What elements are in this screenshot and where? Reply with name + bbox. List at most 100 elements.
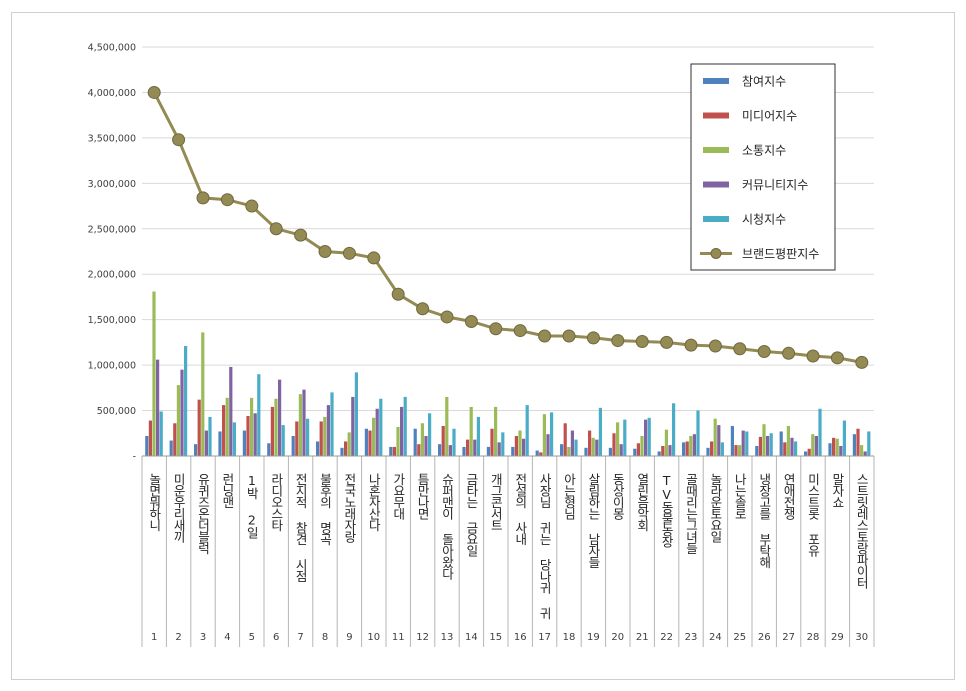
- bar-시청지수: [184, 346, 188, 456]
- x-category-label: 놀면뭐하니: [147, 473, 162, 531]
- bar-시청지수: [281, 425, 285, 456]
- x-category-label: 전지적 참견 시점: [293, 473, 308, 582]
- bar-참여지수: [364, 428, 368, 456]
- y-tick-label: -: [133, 452, 136, 463]
- x-category-label: 말자쇼: [830, 473, 845, 508]
- x-category-label: 라디오스타: [269, 473, 284, 531]
- x-rank-label: 17: [538, 632, 551, 643]
- bar-소통지수: [616, 422, 620, 456]
- bar-시청지수: [696, 410, 700, 456]
- x-category-label: 틈만나면: [415, 473, 430, 520]
- bar-시청지수: [550, 412, 554, 456]
- x-rank-label: 14: [465, 632, 478, 643]
- bar-시청지수: [769, 433, 773, 456]
- bar-미디어지수: [173, 423, 177, 456]
- bar-커뮤니티지수: [717, 425, 721, 456]
- bar-참여지수: [340, 447, 344, 456]
- bar-미디어지수: [270, 406, 274, 456]
- bar-소통지수: [469, 406, 473, 456]
- bar-소통지수: [591, 437, 595, 456]
- x-category-label: 미운우리새끼: [171, 473, 186, 543]
- line-point: [684, 338, 698, 352]
- x-category-label: 살림하는 남자들: [586, 473, 601, 568]
- line-point: [367, 251, 381, 265]
- x-rank-label: 26: [758, 632, 771, 643]
- bar-시청지수: [623, 419, 627, 456]
- x-rank-label: 7: [297, 632, 303, 643]
- line-point: [733, 342, 747, 356]
- bar-커뮤니티지수: [692, 434, 696, 456]
- line-series: [147, 85, 869, 369]
- line-point: [586, 331, 600, 345]
- bar-미디어지수: [539, 452, 543, 456]
- x-rank-label: 8: [322, 632, 328, 643]
- bar-소통지수: [811, 434, 815, 456]
- x-category-label: 냉장고를 부탁해: [757, 473, 772, 568]
- bar-참여지수: [511, 446, 515, 456]
- x-category-label: 열린음악회: [635, 473, 650, 531]
- x-category-label: 나는솔로: [732, 473, 747, 519]
- legend-label: 참여지수: [742, 75, 786, 89]
- bar-시청지수: [818, 408, 822, 456]
- x-category-label: 런닝맨: [220, 473, 235, 508]
- bar-소통지수: [518, 430, 522, 456]
- y-tick-label: 500,000: [97, 406, 136, 417]
- bar-참여지수: [267, 443, 271, 456]
- bar-소통지수: [494, 406, 498, 456]
- x-category-label: 슈퍼맨이 돌아왔다: [440, 473, 455, 580]
- legend-label: 미디어지수: [742, 109, 797, 123]
- bar-미디어지수: [734, 445, 738, 456]
- brand-reputation-chart: 4,500,000 4,000,000 3,500,000 3,000,000 2,50…: [88, 43, 875, 647]
- bar-참여지수: [242, 430, 246, 456]
- bar-소통지수: [445, 396, 449, 456]
- bar-미디어지수: [588, 430, 592, 456]
- line-point: [220, 193, 234, 207]
- x-rank-label: 24: [709, 632, 722, 643]
- legend-label: 커뮤니티지수: [742, 178, 808, 192]
- bar-참여지수: [779, 431, 783, 456]
- x-rank-label: 11: [392, 632, 405, 643]
- bar-소통지수: [762, 424, 766, 456]
- line-point: [416, 302, 430, 316]
- x-category-label: 아는형님: [562, 473, 577, 520]
- bar-시청지수: [452, 428, 456, 456]
- bar-미디어지수: [295, 421, 299, 456]
- bar-소통지수: [347, 432, 351, 456]
- bar-시청지수: [574, 439, 578, 456]
- bar-커뮤니티지수: [570, 430, 574, 456]
- bar-시청지수: [745, 431, 749, 456]
- bar-미디어지수: [514, 436, 518, 456]
- bar-소통지수: [738, 445, 742, 456]
- bar-참여지수: [389, 446, 393, 456]
- chart-frame: 4,500,000 4,000,000 3,500,000 3,000,000 2,50…: [11, 12, 955, 680]
- x-category-label: 1박 2일: [244, 473, 259, 539]
- x-category-label: 놀라운토요일: [708, 473, 723, 543]
- line-point: [294, 228, 308, 242]
- bar-미디어지수: [246, 416, 250, 456]
- x-rank-label: 25: [733, 632, 746, 643]
- bar-커뮤니티지수: [204, 430, 208, 456]
- x-category-label: 개그콘서트: [488, 473, 503, 531]
- legend-label: 소통지수: [742, 144, 786, 158]
- bar-커뮤니티지수: [302, 389, 306, 456]
- x-category-label: TV동물농장: [659, 473, 674, 548]
- bar-시청지수: [867, 431, 871, 456]
- bar-커뮤니티지수: [863, 451, 867, 456]
- bar-커뮤니티지수: [326, 405, 330, 456]
- bar-미디어지수: [441, 426, 445, 456]
- x-rank-label: 18: [563, 632, 576, 643]
- x-rank-label: 16: [514, 632, 527, 643]
- bar-시청지수: [501, 432, 505, 456]
- bar-소통지수: [786, 426, 790, 456]
- legend-swatch: [703, 78, 729, 84]
- bar-시청지수: [403, 396, 407, 456]
- bar-참여지수: [535, 450, 539, 456]
- bar-소통지수: [274, 398, 278, 456]
- y-tick-label: 2,000,000: [88, 270, 136, 281]
- bar-커뮤니티지수: [814, 436, 818, 456]
- bar-시청지수: [208, 416, 212, 456]
- bar-커뮤니티지수: [644, 419, 648, 456]
- line-point: [318, 245, 332, 258]
- line-point: [635, 334, 649, 348]
- bar-시청지수: [330, 392, 334, 456]
